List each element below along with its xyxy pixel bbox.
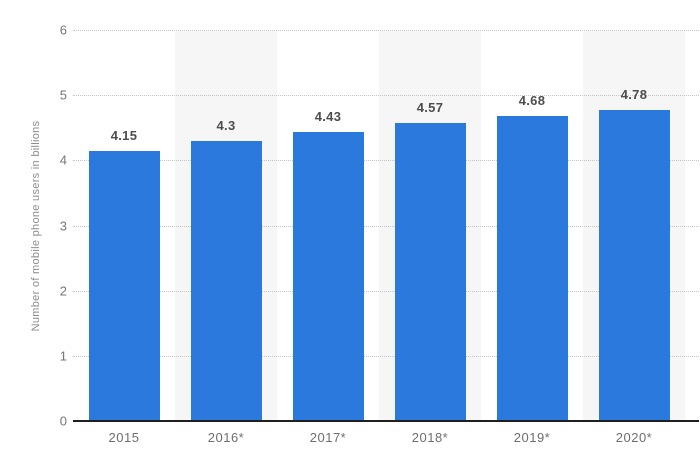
x-tick-label: 2017*	[309, 430, 347, 445]
y-tick-label: 1	[59, 348, 67, 364]
bar[interactable]	[598, 109, 670, 421]
bar-value-label: 4.43	[314, 109, 342, 125]
x-tick-label: 2020*	[615, 430, 653, 445]
x-tick-label: 2015	[108, 430, 140, 445]
bar-value-label: 4.57	[416, 100, 444, 116]
gridline	[73, 160, 699, 162]
gridline	[73, 355, 699, 357]
bar[interactable]	[88, 150, 160, 421]
gridline	[73, 30, 699, 31]
y-tick-label: 4	[59, 152, 67, 168]
gridline	[73, 95, 699, 97]
bar[interactable]	[292, 132, 364, 421]
gridline	[73, 290, 699, 292]
bar[interactable]	[394, 123, 466, 421]
x-tick-label: 2019*	[513, 430, 551, 445]
x-tick-label: 2018*	[411, 430, 449, 445]
y-tick-label: 3	[59, 218, 67, 233]
bar[interactable]	[190, 140, 262, 421]
gridline	[73, 225, 699, 227]
y-tick-label: 0	[59, 413, 67, 429]
y-tick-label: 2	[59, 283, 67, 299]
x-tick-label: 2016*	[207, 430, 245, 445]
bar-value-label: 4.68	[518, 93, 546, 109]
x-axis-line	[73, 420, 699, 422]
y-tick-label: 5	[59, 87, 67, 103]
bar[interactable]	[496, 116, 568, 421]
y-tick-label: 6	[59, 22, 67, 38]
bar-value-label: 4.78	[620, 86, 648, 102]
bar-value-label: 4.15	[110, 127, 138, 143]
bar-value-label: 4.3	[216, 117, 236, 133]
